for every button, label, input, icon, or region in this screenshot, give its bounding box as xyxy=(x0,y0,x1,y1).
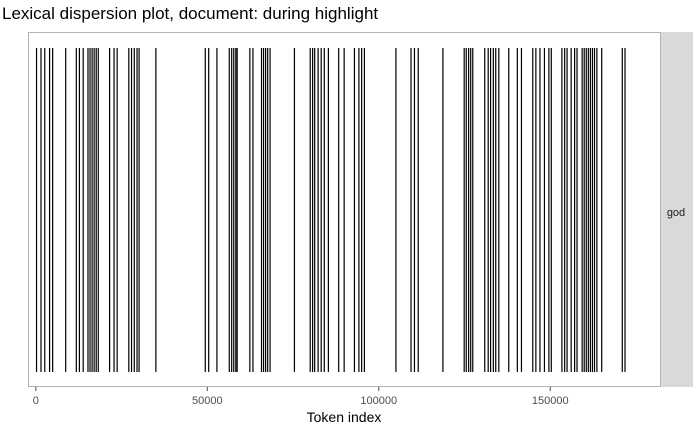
x-axis: 0 50000 100000 150000 xyxy=(33,387,569,407)
x-tick-label: 50000 xyxy=(192,395,223,407)
facet-label: god xyxy=(667,207,685,219)
chart-title: Lexical dispersion plot, document: durin… xyxy=(2,4,379,23)
x-tick-label: 100000 xyxy=(360,395,397,407)
dispersion-marks xyxy=(35,48,626,372)
x-tick-label: 0 xyxy=(33,395,39,407)
x-axis-title: Token index xyxy=(307,409,382,425)
x-tick-label: 150000 xyxy=(532,395,569,407)
facet-strip xyxy=(661,32,693,387)
